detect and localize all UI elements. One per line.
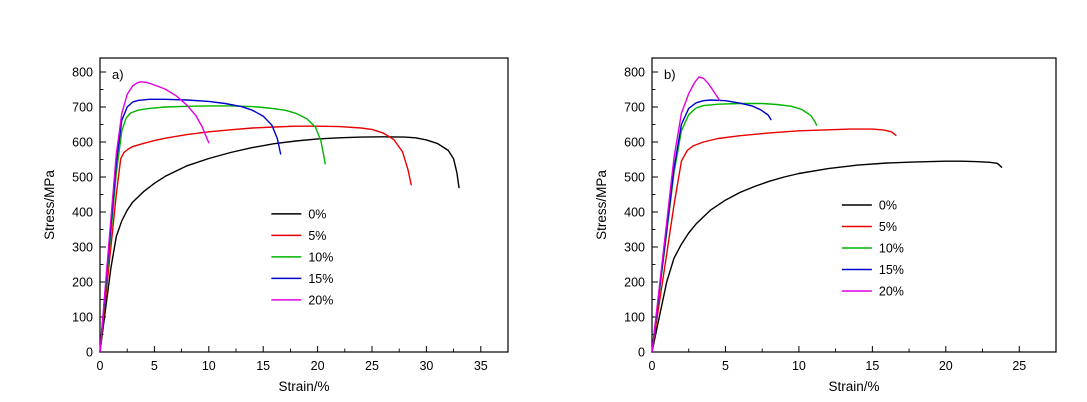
svg-text:0%: 0% <box>879 199 897 213</box>
svg-text:700: 700 <box>72 101 93 115</box>
svg-text:600: 600 <box>624 136 645 150</box>
svg-text:5%: 5% <box>308 229 326 243</box>
svg-text:Stress/MPa: Stress/MPa <box>594 170 609 240</box>
stress-strain-chart-b: 0 5 10 15 20 25 0 100 200 300 400 500 600 700 800 Strai… <box>594 57 1057 394</box>
svg-text:20%: 20% <box>879 285 904 299</box>
svg-text:200: 200 <box>624 276 645 290</box>
svg-text:10: 10 <box>202 359 216 373</box>
svg-text:20: 20 <box>311 359 325 373</box>
svg-text:800: 800 <box>624 66 645 80</box>
chart-panel-b: 0 5 10 15 20 25 0 100 200 300 400 500 600 700 800 Strai… <box>592 46 1070 402</box>
svg-text:100: 100 <box>72 311 93 325</box>
svg-text:600: 600 <box>72 136 93 150</box>
svg-text:400: 400 <box>72 206 93 220</box>
svg-text:a): a) <box>112 67 124 82</box>
svg-text:0: 0 <box>649 359 656 373</box>
svg-text:500: 500 <box>72 171 93 185</box>
svg-text:5%: 5% <box>879 220 897 234</box>
svg-text:10%: 10% <box>879 242 904 256</box>
svg-text:0%: 0% <box>308 207 326 221</box>
svg-text:10: 10 <box>792 359 806 373</box>
svg-text:200: 200 <box>72 276 93 290</box>
chart-panel-a: 0 5 10 15 20 25 30 35 0 100 200 300 400 500 600 700 800 S… <box>40 46 522 402</box>
svg-text:15: 15 <box>256 359 270 373</box>
svg-text:300: 300 <box>72 241 93 255</box>
svg-text:400: 400 <box>624 206 645 220</box>
svg-text:Strain/%: Strain/% <box>278 379 329 394</box>
svg-text:15%: 15% <box>879 263 904 277</box>
svg-text:0: 0 <box>97 359 104 373</box>
svg-text:Strain/%: Strain/% <box>828 379 879 394</box>
svg-text:500: 500 <box>624 171 645 185</box>
svg-text:300: 300 <box>624 241 645 255</box>
svg-text:20%: 20% <box>308 293 333 307</box>
svg-text:15: 15 <box>865 359 879 373</box>
svg-text:Stress/MPa: Stress/MPa <box>42 170 57 240</box>
svg-text:0: 0 <box>86 346 93 360</box>
svg-text:700: 700 <box>624 101 645 115</box>
svg-text:25: 25 <box>365 359 379 373</box>
svg-text:15%: 15% <box>308 272 333 286</box>
svg-text:5: 5 <box>151 359 158 373</box>
svg-text:800: 800 <box>72 66 93 80</box>
svg-text:0: 0 <box>638 346 645 360</box>
svg-text:5: 5 <box>722 359 729 373</box>
svg-text:25: 25 <box>1012 359 1026 373</box>
svg-text:10%: 10% <box>308 250 333 264</box>
svg-text:20: 20 <box>939 359 953 373</box>
stress-strain-chart-a: 0 5 10 15 20 25 30 35 0 100 200 300 400 500 600 700 800 S… <box>42 57 509 394</box>
svg-text:35: 35 <box>474 359 488 373</box>
svg-text:100: 100 <box>624 311 645 325</box>
svg-text:30: 30 <box>419 359 433 373</box>
svg-text:b): b) <box>664 67 676 82</box>
